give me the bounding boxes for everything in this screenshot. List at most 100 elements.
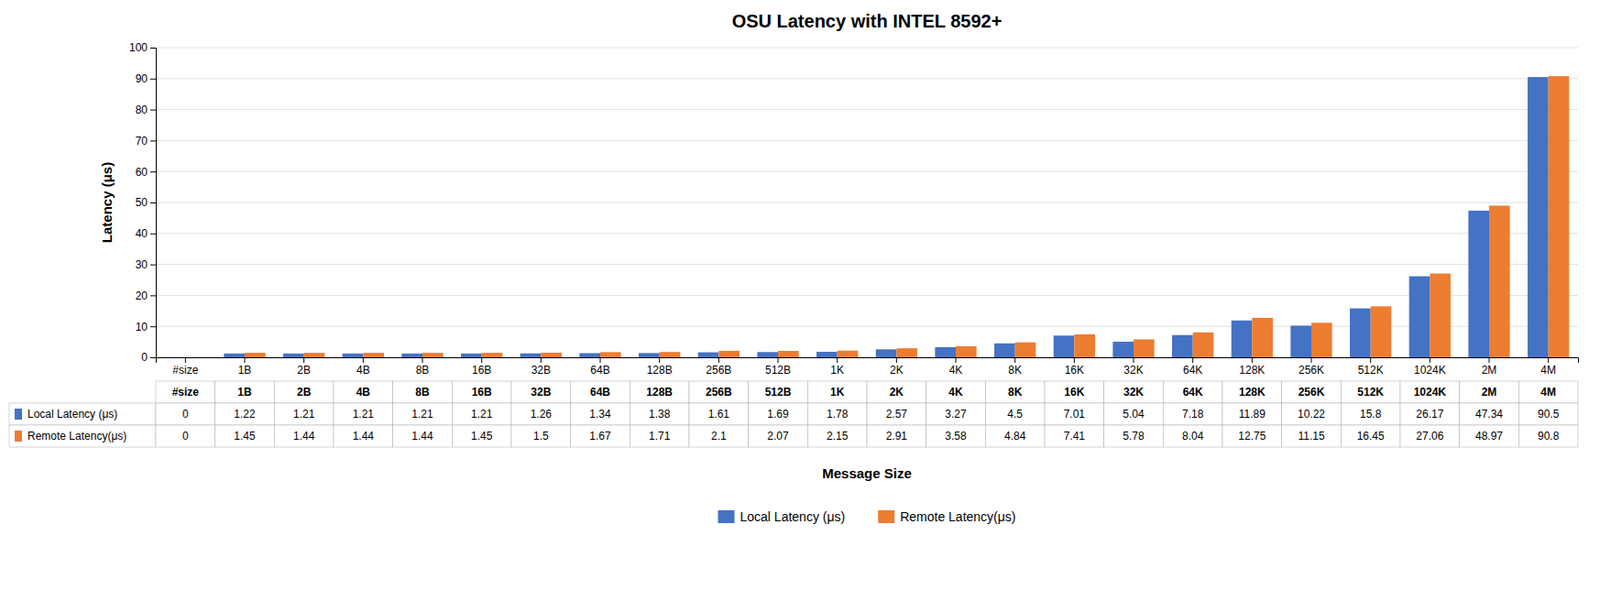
table-cell	[807, 425, 867, 448]
bar	[955, 346, 977, 358]
tick: 40	[135, 227, 156, 241]
table-cell	[393, 381, 453, 404]
tick: 50	[135, 196, 156, 209]
table-cell	[1282, 425, 1342, 448]
table-value: 5.78	[1122, 429, 1145, 443]
bar	[342, 353, 364, 358]
table-cell	[451, 381, 512, 404]
table-header: 512K	[1357, 385, 1384, 399]
table-cell	[1162, 425, 1223, 448]
tick: 512B	[765, 357, 791, 377]
table-cell	[333, 403, 394, 426]
tick: 2B	[296, 357, 311, 377]
tick-mark	[1311, 357, 1313, 363]
table-cell	[1044, 403, 1105, 426]
table-value: 90.8	[1537, 429, 1560, 443]
table-header: 1K	[830, 385, 845, 399]
tick-mark	[150, 109, 156, 111]
tick-mark	[540, 357, 542, 363]
tick-label: 2K	[889, 363, 904, 377]
bar	[816, 351, 838, 358]
tick-mark	[150, 295, 156, 296]
table-cell	[9, 425, 156, 448]
table-value: 16.45	[1357, 429, 1385, 443]
tick-label: 80	[135, 103, 149, 117]
table-value: 1.44	[352, 429, 375, 443]
table-cell	[215, 425, 275, 448]
tick-mark	[422, 357, 424, 363]
tick: 4K	[949, 357, 964, 377]
table-value: 2.07	[767, 429, 790, 443]
tick-label: 2M	[1481, 363, 1498, 377]
tick-mark	[658, 357, 660, 363]
x-axis: #size1B2B4B8B16B32B64B128B256B512B1K2K4K…	[156, 357, 1579, 377]
bar-series	[223, 76, 1548, 358]
table-value: 11.89	[1238, 407, 1266, 421]
table-value: 1.26	[530, 407, 553, 421]
table-value: 0	[182, 429, 189, 443]
table-value: 7.01	[1063, 407, 1086, 421]
table-header: 256K	[1298, 385, 1326, 399]
tick: 128B	[646, 357, 673, 377]
table-cell	[1340, 403, 1401, 426]
tick: 60	[135, 165, 156, 179]
table-cell	[1104, 381, 1164, 404]
legend-label: Remote Latency(μs)	[899, 509, 1016, 525]
table-header: 4K	[948, 385, 964, 399]
tick-label: 30	[135, 258, 149, 272]
table-cell	[511, 425, 571, 448]
table-header: 1B	[237, 385, 253, 399]
tick-label: 16K	[1064, 363, 1085, 377]
tick-mark	[896, 357, 898, 363]
bar	[540, 352, 562, 358]
table-value: 3.58	[944, 429, 967, 443]
table-cell	[155, 381, 216, 404]
bar	[698, 352, 720, 358]
tick: 32B	[531, 357, 551, 377]
table-value: 10.22	[1297, 407, 1326, 421]
table-cell	[866, 403, 927, 426]
bar	[1073, 334, 1096, 358]
tick-mark	[362, 357, 364, 363]
table-value: 27.06	[1415, 429, 1444, 443]
bar	[1112, 341, 1134, 358]
tick-mark	[836, 357, 838, 363]
table-value: 90.5	[1537, 407, 1560, 421]
table-header: 16B	[471, 385, 493, 399]
legend-item: Local Latency (μs)	[717, 509, 845, 525]
tick: 0	[141, 350, 156, 364]
table-value: 1.21	[352, 407, 375, 421]
tick-label: 90	[135, 72, 149, 86]
table-header: 64B	[590, 385, 611, 399]
tick-label: 32B	[531, 363, 551, 377]
table-cell	[1340, 381, 1401, 404]
table-cell	[985, 425, 1045, 448]
bar	[1429, 273, 1451, 358]
table-cell	[1459, 381, 1520, 404]
bar	[1311, 322, 1333, 358]
table-cell	[1518, 425, 1579, 448]
table-cell	[807, 381, 867, 404]
bar	[994, 343, 1016, 358]
tick-label: 10	[135, 320, 149, 334]
table-value: 3.27	[944, 407, 967, 421]
tick: 1K	[830, 357, 844, 377]
table-cell	[1400, 425, 1460, 448]
tick-mark	[955, 357, 957, 363]
bar	[778, 350, 800, 358]
table-value: 7.18	[1182, 407, 1205, 421]
tick-label: 512B	[765, 363, 791, 377]
tick-label: 64K	[1183, 363, 1203, 377]
table: #size1B2B4B8B16B32B64B128B256B512B1K2K4K…	[9, 381, 1579, 448]
table-value: 2.57	[886, 407, 909, 421]
tick: 2M	[1481, 357, 1498, 377]
tick: 1024K	[1413, 357, 1447, 377]
table-value: 1.21	[411, 407, 434, 421]
bar	[1349, 308, 1371, 358]
table-cell	[570, 425, 631, 448]
table-value: 4.84	[1004, 429, 1027, 443]
table-cell	[333, 425, 394, 448]
bar	[164, 357, 187, 359]
table-cell	[1459, 403, 1520, 426]
tick-label: 70	[135, 134, 149, 148]
